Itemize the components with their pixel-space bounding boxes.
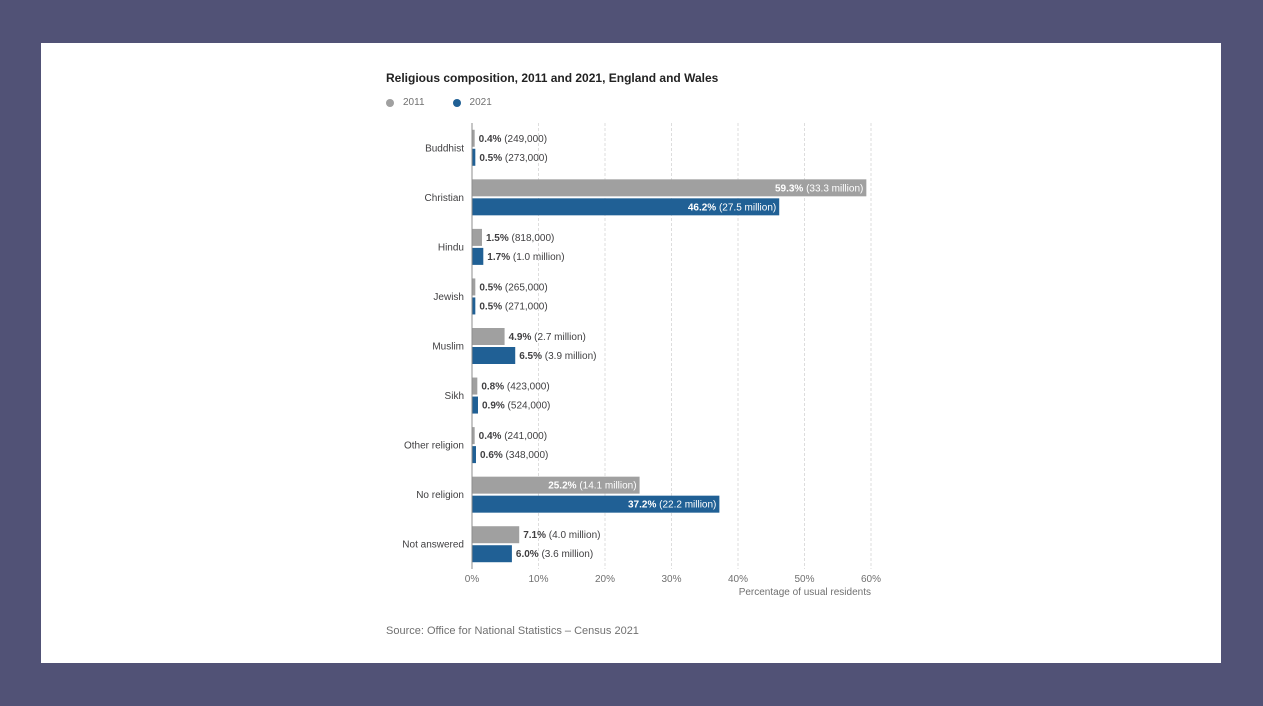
x-tick-label: 50% — [794, 574, 814, 585]
data-label: 25.2% (14.1 million) — [548, 481, 636, 492]
bar-2021 — [472, 396, 478, 414]
bar-2021 — [472, 446, 476, 464]
legend-dot-2011 — [386, 98, 394, 107]
bar-2011 — [472, 427, 475, 445]
data-label: 1.7% (1.0 million) — [487, 252, 564, 263]
bar-2011 — [472, 476, 640, 494]
chart-title: Religious composition, 2011 and 2021, En… — [386, 71, 719, 85]
legend-label-2021: 2021 — [469, 97, 492, 108]
bar-chart: 0% 10% 20% 30% 40% 50% 60% Percentage of usual … — [402, 123, 881, 598]
category-label: Other religion — [404, 441, 464, 452]
data-label: 0.4% (241,000) — [479, 431, 547, 442]
data-label: 0.5% (265,000) — [479, 282, 547, 293]
category-label: Sikh — [445, 391, 464, 402]
legend: 2011 2021 — [386, 97, 520, 108]
legend-item-2021[interactable]: 2021 — [452, 97, 492, 108]
x-tick-label: 30% — [661, 574, 681, 585]
source-note: Source: Office for National Statistics –… — [386, 625, 639, 637]
bar-2021 — [472, 495, 720, 513]
data-label: 0.5% (273,000) — [479, 153, 547, 164]
bar-2021 — [472, 297, 476, 315]
data-label: 6.5% (3.9 million) — [519, 351, 596, 362]
x-tick-label: 0% — [465, 574, 480, 585]
category-label: Jewish — [433, 292, 464, 303]
bar-2021 — [472, 347, 516, 364]
bar-2011 — [472, 179, 867, 197]
data-label: 6.0% (3.6 million) — [516, 549, 593, 560]
x-tick-label: 60% — [861, 574, 881, 585]
data-label: 0.4% (249,000) — [479, 134, 547, 145]
category-label: Not answered — [402, 540, 464, 551]
legend-dot-2021 — [452, 98, 461, 107]
x-tick-label: 10% — [528, 574, 548, 585]
bar-2011 — [472, 377, 478, 395]
data-label: 1.5% (818,000) — [486, 233, 554, 244]
bar-2021 — [472, 198, 780, 216]
data-label: 59.3% (33.3 million) — [775, 183, 863, 194]
data-label: 7.1% (4.0 million) — [523, 530, 600, 541]
data-label: 0.8% (423,000) — [481, 382, 549, 393]
bar-2011 — [472, 129, 475, 147]
x-tick-label: 40% — [728, 574, 748, 585]
x-axis-title: Percentage of usual residents — [739, 587, 871, 598]
bar-2011 — [472, 228, 482, 246]
category-label: Christian — [425, 193, 464, 204]
category-label: Hindu — [438, 242, 464, 253]
bar-2021 — [472, 148, 476, 166]
bar-2011 — [472, 278, 476, 296]
data-label: 0.5% (271,000) — [479, 301, 547, 312]
data-label: 0.9% (524,000) — [482, 401, 550, 412]
bar-2021 — [472, 545, 512, 563]
legend-item-2011[interactable]: 2011 — [386, 97, 425, 108]
data-label: 4.9% (2.7 million) — [509, 332, 586, 343]
bar-2011 — [472, 328, 505, 345]
x-tick-label: 20% — [595, 574, 615, 585]
category-label: Muslim — [432, 342, 464, 353]
category-label: No religion — [416, 490, 464, 501]
category-label: Buddhist — [425, 143, 464, 154]
data-label: 37.2% (22.2 million) — [628, 500, 716, 511]
bar-2021 — [472, 247, 484, 265]
bar-2011 — [472, 526, 520, 544]
legend-label-2011: 2011 — [403, 97, 425, 108]
data-label: 0.6% (348,000) — [480, 450, 548, 461]
chart-card: Religious composition, 2011 and 2021, En… — [41, 43, 1221, 663]
data-label: 46.2% (27.5 million) — [688, 202, 776, 213]
